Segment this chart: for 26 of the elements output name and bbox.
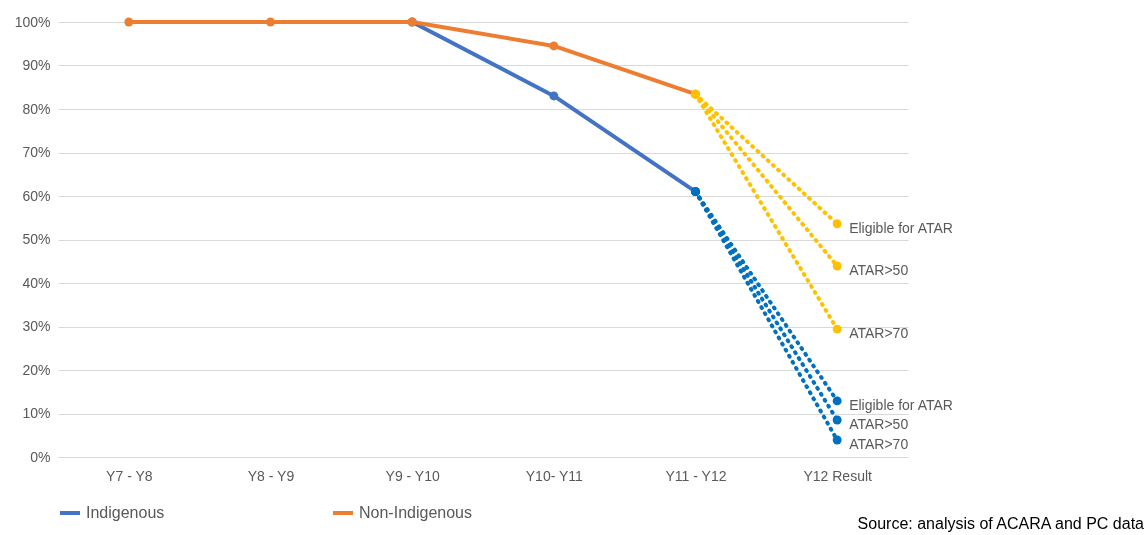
y-tick-label: 90%: [22, 57, 51, 73]
y-tick-label: 100%: [14, 13, 51, 30]
y-tick-label: 80%: [22, 100, 51, 117]
y-tick-label: 20%: [22, 361, 51, 378]
x-tick-label: Y7 - Y8: [106, 467, 153, 484]
x-tick-label: Y9 - Y10: [385, 467, 440, 484]
x-tick-label: Y12 Result: [803, 467, 873, 484]
y-tick-label: 70%: [22, 144, 51, 160]
legend-label: Non-Indigenous: [359, 504, 472, 521]
legend-label: Indigenous: [86, 504, 165, 521]
annotation: Eligible for ATAR: [849, 396, 953, 413]
annotation: ATAR>70: [849, 436, 909, 453]
source-note: Source: analysis of ACARA and PC data: [857, 515, 1145, 532]
y-tick-label: 40%: [22, 274, 51, 291]
y-tick-label: 30%: [22, 318, 51, 334]
x-tick-label: Y10- Y11: [525, 467, 584, 484]
y-tick-label: 10%: [22, 405, 51, 421]
y-tick-label: 0%: [30, 448, 51, 465]
annotation: ATAR>50: [849, 416, 909, 433]
y-tick-label: 60%: [22, 187, 51, 204]
y-tick-label: 50%: [22, 231, 51, 247]
annotation: Eligible for ATAR: [849, 219, 953, 236]
annotation: ATAR>50: [849, 262, 909, 279]
annotation: ATAR>70: [849, 325, 909, 342]
x-tick-label: Y8 - Y9: [247, 467, 295, 484]
x-tick-label: Y11 - Y12: [665, 467, 727, 484]
